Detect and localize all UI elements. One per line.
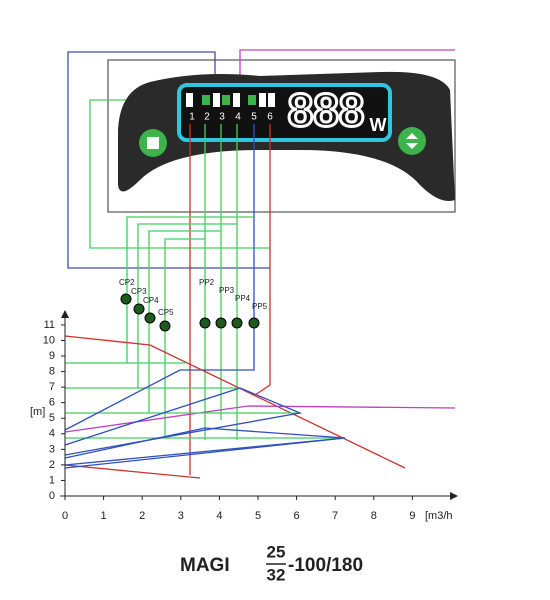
- wire: [67, 51, 270, 269]
- title-numerator: 25: [267, 542, 286, 561]
- mode-label: PP2: [199, 278, 215, 287]
- mode-indicator: [215, 317, 227, 329]
- y-tick-label: 5: [49, 412, 55, 424]
- indicator-bars: [186, 93, 275, 107]
- x-axis-label: [m3/h: [425, 510, 453, 522]
- display-digits: 888: [288, 84, 365, 136]
- display-unit: W: [370, 115, 387, 135]
- display: [177, 83, 392, 142]
- button-icon: [406, 133, 418, 149]
- output-number: 1: [189, 112, 195, 123]
- x-tick-label: 4: [216, 510, 222, 522]
- mode-label: PP5: [252, 302, 268, 311]
- y-tick-label: 3: [49, 443, 55, 455]
- y-tick-label: 6: [49, 397, 55, 409]
- curves: [64, 335, 456, 479]
- mode-label: PP4: [235, 294, 251, 303]
- x-tick-label: 2: [139, 510, 145, 522]
- title-name: MAGI: [180, 555, 230, 576]
- mode-label: CP2: [119, 278, 135, 287]
- mode-label: CP4: [143, 296, 159, 305]
- wire: [239, 49, 455, 80]
- mode-label: CP5: [158, 308, 174, 317]
- y-axis-label: [m]: [30, 406, 45, 418]
- axis-arrows: [61, 310, 458, 500]
- mode-indicator: [199, 317, 211, 329]
- output-number: 5: [251, 112, 257, 123]
- button-icon: [147, 137, 159, 149]
- mode-indicator: [248, 317, 260, 329]
- output-number: 2: [204, 112, 210, 123]
- title-suffix: -100/180: [288, 555, 363, 576]
- mode-label: PP3: [219, 286, 235, 295]
- x-tick-label: 1: [101, 510, 107, 522]
- x-tick-label: 3: [178, 510, 184, 522]
- button[interactable]: [398, 127, 426, 155]
- y-tick-label: 0: [49, 490, 55, 502]
- mode-indicator: [231, 317, 243, 329]
- y-tick-label: 8: [49, 366, 55, 378]
- y-tick-label: 7: [49, 381, 55, 393]
- y-tick-label: 10: [43, 334, 55, 346]
- x-tick-label: 6: [294, 510, 300, 522]
- x-tick-label: 7: [332, 510, 338, 522]
- y-tick-label: 11: [44, 319, 55, 331]
- x-tick-label: 9: [409, 510, 415, 522]
- signal-lines: [126, 124, 271, 475]
- mode-label: CP3: [131, 287, 147, 296]
- mode-indicator: [133, 303, 145, 315]
- y-tick-label: 4: [49, 428, 55, 440]
- output-number: 3: [219, 112, 225, 123]
- title-denominator: 32: [267, 565, 286, 584]
- output-number: 6: [267, 112, 273, 123]
- x-tick-label: 0: [62, 510, 68, 522]
- output-number: 4: [235, 112, 241, 123]
- panel-frame: [107, 59, 456, 213]
- y-tick-label: 9: [49, 350, 55, 362]
- mode-indicator: [120, 293, 132, 305]
- mode-indicator: [144, 312, 156, 324]
- mode-indicator: [159, 320, 171, 332]
- x-tick-label: 5: [255, 510, 261, 522]
- y-tick-label: 2: [49, 459, 55, 471]
- y-tick-label: 1: [49, 474, 55, 486]
- x-tick-label: 8: [371, 510, 377, 522]
